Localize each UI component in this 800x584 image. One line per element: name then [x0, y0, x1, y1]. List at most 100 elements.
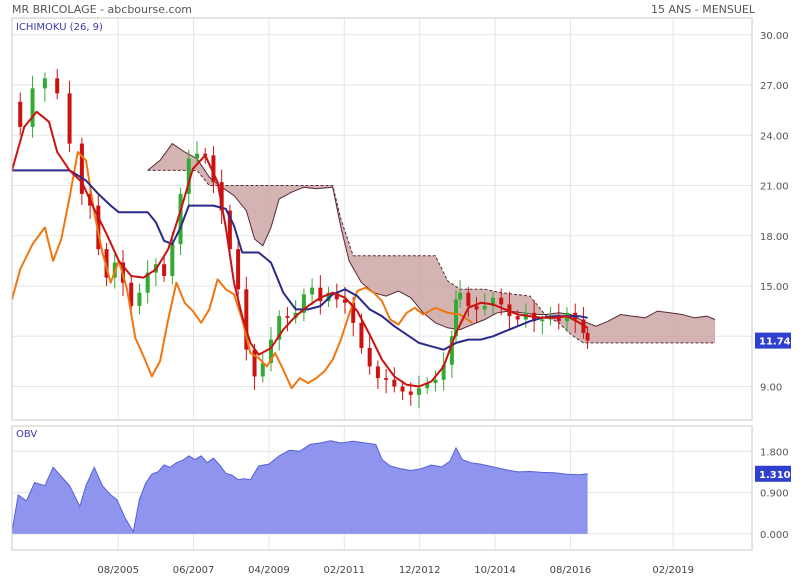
candle-body: [55, 78, 60, 94]
main-y-axis: 30.0027.0024.0021.0018.0015.0012.009.001…: [755, 31, 791, 394]
candle-body: [441, 364, 446, 380]
obv-panel-frame: [11, 425, 753, 551]
candle-body: [458, 292, 463, 300]
ichimoku-lines: [11, 110, 589, 390]
last-price-badge: [755, 332, 791, 349]
senkou-span-a-line: [147, 142, 716, 331]
candle-body: [260, 363, 265, 377]
ichimoku-cloud: [147, 142, 716, 344]
y-tick-label: 15.00: [760, 282, 789, 293]
candle-body: [79, 143, 84, 194]
x-tick-label: 02/2019: [652, 565, 694, 576]
candle-body: [285, 316, 290, 318]
candle-body: [269, 339, 273, 364]
x-tick-label: 08/2016: [550, 565, 592, 576]
candle-body: [137, 292, 142, 307]
candle-body: [277, 316, 282, 340]
obv-line: [11, 440, 588, 533]
candle-body: [392, 379, 397, 387]
x-tick-label: 06/2007: [173, 565, 215, 576]
x-tick-label: 08/2005: [97, 565, 139, 576]
candle-body: [449, 336, 454, 365]
candle-body: [301, 294, 306, 313]
x-tick-label: 12/2012: [399, 565, 441, 576]
candle-body: [384, 378, 389, 380]
candle-body: [104, 249, 109, 278]
candle-body: [334, 292, 339, 300]
y-tick-label: 30.00: [760, 31, 789, 42]
candle-body: [211, 155, 216, 183]
period-label: 15 ANS - MENSUEL: [651, 3, 755, 16]
candle-body: [491, 297, 495, 307]
y-tick-label: 9.00: [760, 383, 782, 394]
kijun-sen-line: [12, 169, 588, 351]
candle-body: [375, 366, 380, 379]
candle-body: [219, 182, 224, 211]
last-price-value: 11.74: [759, 337, 791, 348]
obv-y-axis: 1.800 0.900 0.000 1.310: [755, 447, 791, 541]
y-tick-label: 18.00: [760, 232, 789, 243]
chart-title: MR BRICOLAGE - abcbourse.com: [12, 3, 193, 16]
candle-body: [252, 349, 257, 377]
x-tick-label: 10/2014: [474, 565, 516, 576]
x-tick-label: 02/2011: [324, 565, 366, 576]
y-tick-label: 1.800: [760, 447, 789, 458]
candle-body: [417, 388, 421, 395]
main-panel-frame: [11, 17, 753, 421]
candle-body: [425, 383, 430, 389]
candle-body: [18, 101, 23, 127]
candle-body: [244, 289, 249, 350]
candle-body: [30, 88, 35, 127]
candle-body: [236, 249, 241, 290]
cloud-fill: [147, 143, 715, 343]
obv-label: OBV: [16, 429, 37, 440]
candle-body: [556, 316, 561, 322]
candle-body: [466, 292, 471, 307]
y-tick-label: 27.00: [760, 81, 789, 92]
x-tick-label: 04/2009: [248, 565, 290, 576]
candle-body: [318, 287, 323, 302]
candle-body: [367, 347, 372, 367]
candle-body: [326, 292, 331, 302]
candle-body: [400, 386, 405, 392]
candle-body: [408, 391, 413, 395]
obv-last-badge: [755, 465, 791, 482]
candles: [18, 69, 590, 409]
candle-body: [310, 287, 315, 295]
candle-body: [186, 158, 191, 194]
candle-body: [227, 210, 232, 250]
candle-body: [42, 78, 47, 89]
ichimoku-label: ICHIMOKU (26, 9): [16, 22, 103, 33]
y-tick-label: 24.00: [760, 131, 789, 142]
candle-body: [96, 205, 101, 250]
y-tick-label: 0.900: [760, 489, 789, 500]
candle-body: [195, 153, 199, 159]
obv-fill: [12, 440, 588, 534]
candle-body: [170, 244, 175, 276]
candle-body: [178, 193, 183, 245]
candle-body: [359, 322, 364, 348]
candle-body: [129, 282, 134, 307]
obv-area: [11, 440, 588, 534]
candle-body: [343, 299, 347, 303]
y-tick-label: 0.000: [760, 530, 789, 541]
candle-body: [67, 93, 72, 144]
candle-body: [145, 272, 150, 293]
y-tick-label: 21.00: [760, 182, 789, 193]
candle-body: [540, 319, 545, 322]
tenkan-sen-line: [11, 110, 589, 388]
candle-body: [515, 316, 520, 320]
obv-last-value: 1.310: [759, 470, 791, 481]
candle-body: [162, 264, 167, 276]
senkou-span-b-line: [147, 169, 715, 344]
candle-body: [433, 379, 438, 384]
candle-body: [482, 306, 487, 310]
candle-body: [499, 297, 504, 305]
candle-body: [474, 306, 479, 310]
candle-body: [454, 299, 458, 337]
candle-body: [351, 302, 356, 323]
candle-body: [585, 332, 590, 341]
x-axis: 08/2005 06/2007 04/2009 02/2011 12/2012 10/20…: [97, 565, 694, 576]
